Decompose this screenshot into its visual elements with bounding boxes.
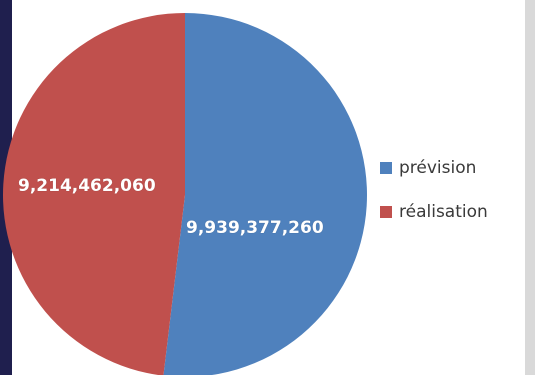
chart-legend: prévision réalisation [380, 156, 488, 244]
slide-frame-right [525, 0, 535, 375]
pie-slice-realisation [3, 13, 185, 375]
pie-slice-prevision [163, 13, 367, 375]
legend-label-realisation: réalisation [399, 202, 488, 222]
legend-item-prevision: prévision [380, 156, 488, 180]
legend-swatch-realisation [380, 206, 392, 218]
legend-swatch-prevision [380, 162, 392, 174]
legend-item-realisation: réalisation [380, 200, 488, 224]
legend-label-prevision: prévision [399, 158, 477, 178]
data-label-realisation: 9,214,462,060 [18, 176, 156, 196]
data-label-prevision: 9,939,377,260 [186, 218, 324, 238]
